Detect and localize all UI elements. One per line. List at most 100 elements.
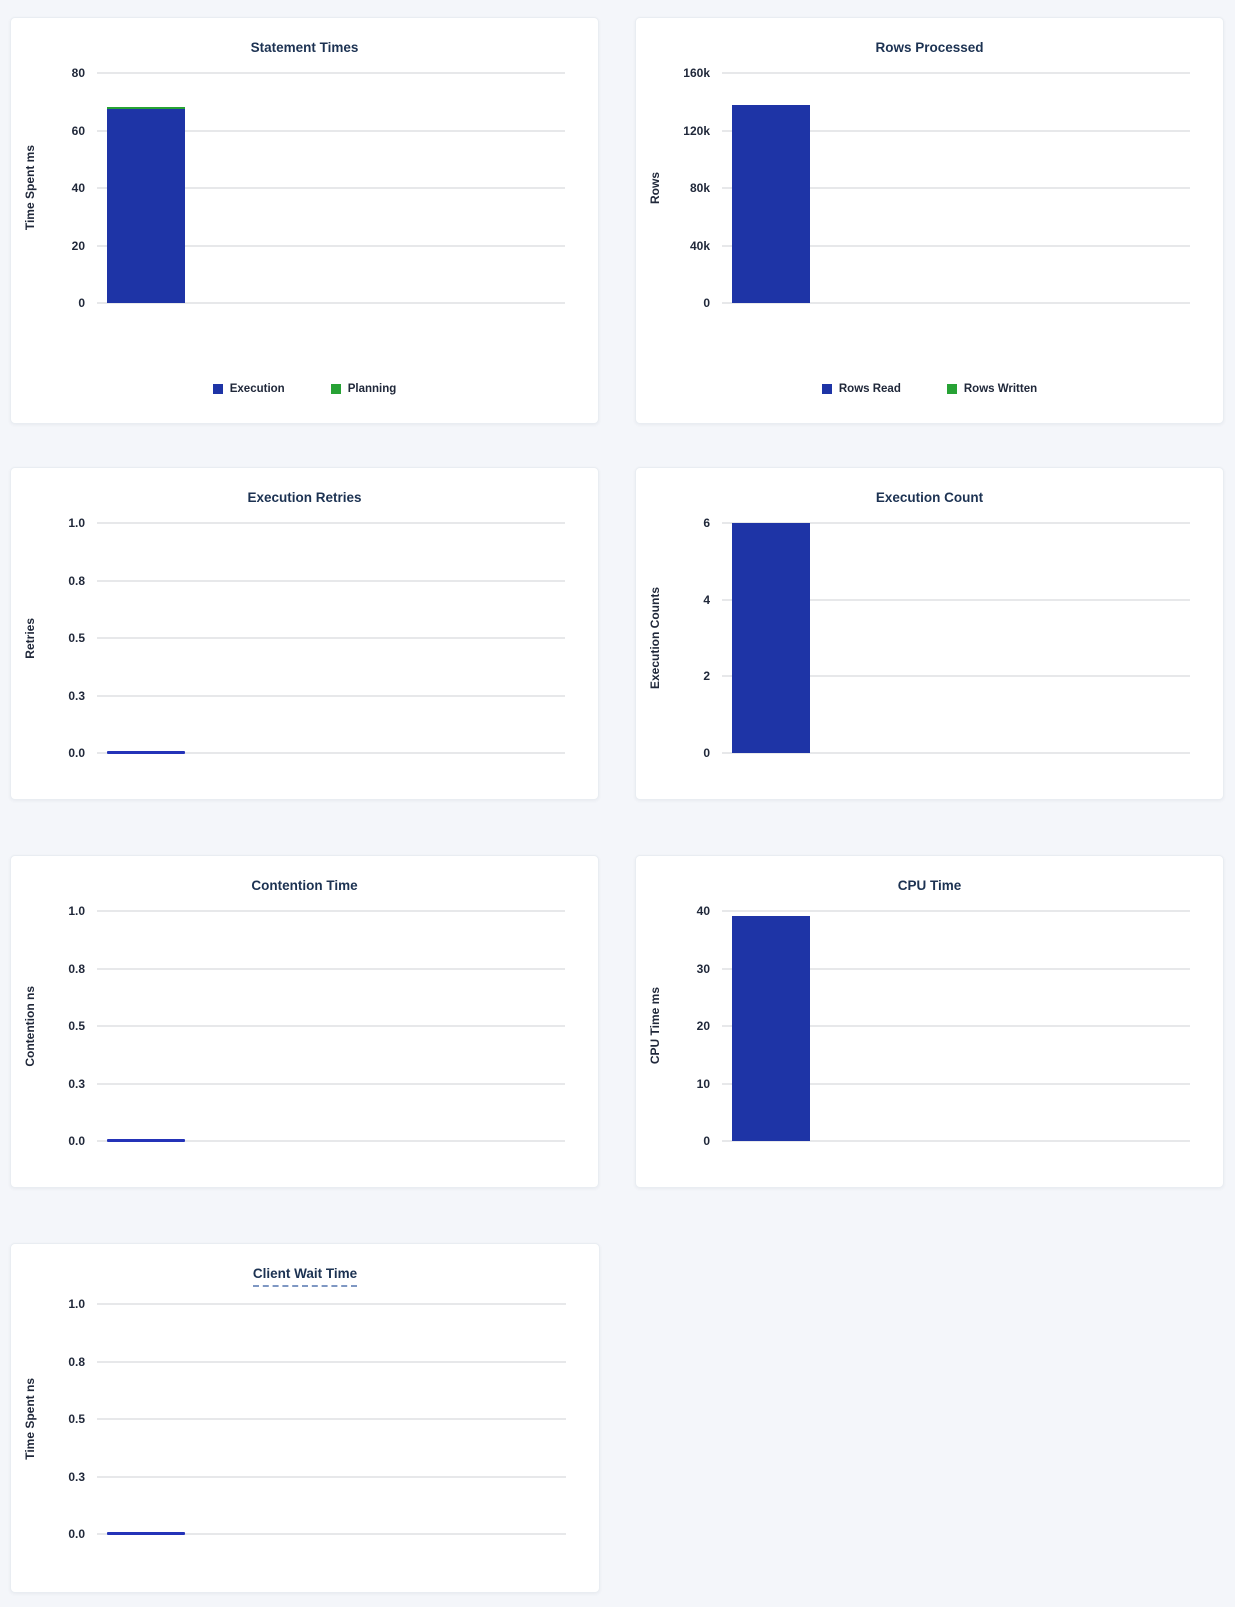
- chart-title: Client Wait Time: [11, 1266, 599, 1287]
- y-axis-tick: 0.0: [68, 1527, 85, 1541]
- gridline: [97, 1475, 566, 1478]
- chart-legend: Execution Planning: [11, 383, 598, 395]
- chart-title: CPU Time: [897, 878, 962, 893]
- plot-wrap: 1.0 0.8 0.5 0.3 0.0: [49, 516, 598, 760]
- chart-card-statement-times: Statement Times Time Spent ms 80 60 40 20 0 …: [10, 17, 599, 424]
- chart-row-4: Client Wait Time Time Spent ns 1.0 0.8 0.5…: [10, 1243, 1224, 1593]
- chart-title: Contention Time: [251, 878, 358, 893]
- y-axis-label: Rows: [648, 171, 662, 204]
- plot-area: 80 60 40 20 0: [72, 66, 565, 310]
- chart-title: Statement Times: [250, 40, 359, 55]
- gridline: [722, 752, 1190, 754]
- gridline: [97, 579, 565, 582]
- gridline: [97, 129, 565, 132]
- legend-swatch-icon: [330, 384, 341, 394]
- plot-area: 40 30 20 10 0: [697, 904, 1190, 1148]
- y-axis-tick: 0.3: [68, 1076, 85, 1091]
- y-axis-tick: 0.3: [68, 688, 85, 703]
- gridline: [722, 72, 1190, 74]
- gridline: [97, 522, 565, 524]
- plot-area: 1.0 0.8 0.5 0.3 0.0: [68, 1297, 566, 1541]
- y-axis-label-column: CPU Time ms: [636, 911, 674, 1141]
- y-axis-tick: 60: [71, 123, 85, 138]
- chart-card-execution-retries: Execution Retries Retries 1.0 0.8 0.5 0.3 0.…: [10, 467, 599, 800]
- legend-label: Planning: [347, 383, 397, 395]
- y-axis-tick: 40: [71, 181, 85, 195]
- legend-label: Rows Written: [963, 383, 1038, 395]
- zero-value-bar: [107, 1532, 185, 1535]
- legend-swatch-icon: [821, 384, 832, 394]
- chart-body: Time Spent ms 80 60 40 20 0: [11, 66, 598, 310]
- y-axis-tick: 0.8: [68, 573, 85, 588]
- y-axis-tick: 1.0: [68, 904, 85, 918]
- gridline: [722, 1025, 1190, 1027]
- gridline: [97, 1140, 565, 1142]
- tooltip-underlined-title[interactable]: Client Wait Time: [252, 1266, 358, 1287]
- chart-body: Contention ns 1.0 0.8 0.5 0.3 0.0: [11, 904, 598, 1148]
- y-axis-tick: 80k: [689, 181, 710, 195]
- y-axis-tick: 160k: [683, 66, 710, 80]
- legend-item-planning: Planning: [330, 383, 397, 395]
- y-axis-label-column: Time Spent ms: [11, 73, 49, 303]
- y-axis-tick: 6: [703, 516, 710, 530]
- y-axis-tick: 0.8: [68, 1354, 85, 1369]
- y-axis-tick: 4: [703, 592, 710, 607]
- legend-item-execution: Execution: [212, 383, 285, 395]
- y-axis-label: CPU Time ms: [648, 987, 662, 1065]
- y-axis-label-column: Rows: [636, 73, 674, 303]
- plot-wrap: 1.0 0.8 0.5 0.3 0.0: [49, 904, 598, 1148]
- plot-area: 160k 120k 80k 40k 0: [683, 66, 1190, 310]
- gridline: [97, 1418, 566, 1420]
- y-axis-tick: 0.8: [68, 961, 85, 976]
- gridline: [97, 1025, 565, 1027]
- y-axis-tick: 0.3: [68, 1469, 85, 1484]
- chart-body: Rows 160k 120k 80k 40k 0: [636, 66, 1223, 310]
- empty-cell: [636, 1243, 1224, 1593]
- chart-card-rows-processed: Rows Processed Rows 160k 120k 80k 40k 0 Rows…: [635, 17, 1224, 424]
- legend-item-rows-written: Rows Written: [946, 383, 1038, 395]
- gridline: [722, 675, 1190, 678]
- bar-execution: [107, 108, 185, 303]
- gridline: [722, 129, 1190, 132]
- plot-wrap: 80 60 40 20 0: [49, 66, 598, 310]
- y-axis-tick: 20: [71, 238, 85, 253]
- gridline: [97, 302, 565, 304]
- chart-body: Time Spent ns 1.0 0.8 0.5 0.3 0.0: [11, 1297, 599, 1541]
- y-axis-tick: 0: [703, 296, 710, 310]
- gridline: [722, 302, 1190, 304]
- y-axis-tick: 0: [703, 1134, 710, 1148]
- y-axis-tick: 30: [696, 961, 710, 976]
- chart-body: Execution Counts 6 4 2 0: [636, 516, 1223, 760]
- gridline: [722, 598, 1190, 601]
- chart-body: CPU Time ms 40 30 20 10 0: [636, 904, 1223, 1148]
- y-axis-tick: 0: [78, 296, 85, 310]
- y-axis-label: Retries: [23, 617, 37, 659]
- bar-cpu-time: [732, 915, 810, 1141]
- chart-card-execution-count: Execution Count Execution Counts 6 4 2 0: [635, 467, 1224, 800]
- y-axis-tick: 80: [71, 66, 85, 80]
- y-axis-label-column: Execution Counts: [636, 523, 674, 753]
- y-axis-label-column: Time Spent ns: [11, 1304, 49, 1534]
- plot-wrap: 1.0 0.8 0.5 0.3 0.0: [49, 1297, 599, 1541]
- gridline: [722, 187, 1190, 189]
- gridline: [722, 1140, 1190, 1142]
- plot-area: 1.0 0.8 0.5 0.3 0.0: [68, 516, 565, 760]
- chart-row-1: Statement Times Time Spent ms 80 60 40 20 0 …: [10, 17, 1224, 424]
- chart-row-2: Execution Retries Retries 1.0 0.8 0.5 0.3 0.…: [10, 467, 1224, 800]
- bar-execution-count: [732, 523, 810, 753]
- gridline: [722, 910, 1190, 912]
- gridline: [97, 1082, 565, 1085]
- y-axis-tick: 0.5: [68, 1412, 85, 1426]
- gridline: [97, 72, 565, 74]
- gridline: [97, 1533, 566, 1535]
- y-axis-tick: 120k: [683, 123, 710, 138]
- y-axis-label-column: Retries: [11, 523, 49, 753]
- y-axis-tick: 0.0: [68, 746, 85, 760]
- y-axis-tick: 40: [696, 904, 710, 918]
- y-axis-label: Execution Counts: [648, 586, 662, 689]
- y-axis-label: Time Spent ns: [23, 1378, 37, 1460]
- gridline: [722, 967, 1190, 970]
- gridline: [97, 694, 565, 697]
- y-axis-tick: 0: [703, 746, 710, 760]
- plot-wrap: 6 4 2 0: [674, 516, 1223, 760]
